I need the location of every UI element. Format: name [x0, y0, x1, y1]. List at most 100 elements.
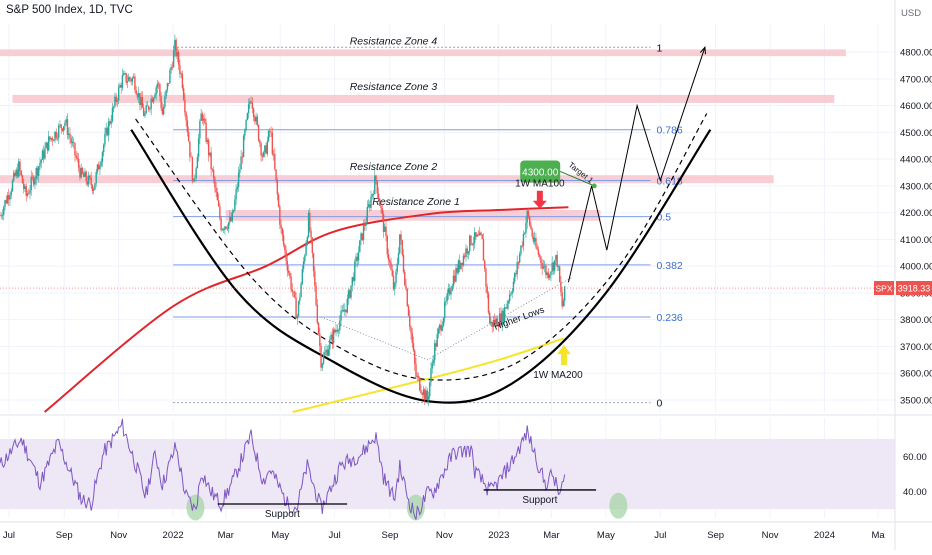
price-candle [359, 240, 361, 253]
price-candle [537, 249, 540, 255]
resistance-zone-label: Resistance Zone 1 [372, 196, 460, 208]
price-candle [86, 181, 89, 185]
rsi-support-circle [609, 492, 628, 519]
projection-arrowhead [699, 46, 706, 55]
time-axis-tick: Sep [381, 530, 398, 541]
cup-pattern-layer [130, 113, 712, 404]
ma200-label: 1W MA200 [533, 370, 583, 381]
price-candle [239, 169, 241, 173]
price-candle [4, 200, 6, 208]
price-candle [206, 140, 209, 142]
price-candle [547, 272, 550, 278]
price-candle [352, 277, 355, 281]
price-candle [10, 190, 12, 196]
price-candle [249, 101, 251, 105]
price-candle [160, 96, 162, 109]
time-axis-tick: Sep [56, 530, 73, 541]
rsi-band [0, 439, 895, 510]
rsi-axis-tick: 40.00 [903, 487, 927, 498]
price-candle [81, 167, 84, 174]
chart-title: S&P 500 Index, 1D, TVC [6, 4, 133, 16]
price-candle [414, 350, 416, 365]
price-candle [439, 324, 441, 329]
price-candle [225, 226, 227, 229]
price-candle [172, 50, 175, 68]
price-candle [1, 215, 4, 216]
price-candle [240, 156, 242, 170]
price-candle [110, 121, 112, 124]
price-candle [421, 393, 423, 395]
price-candle [11, 180, 14, 191]
price-candle [139, 93, 141, 105]
price-candle [520, 245, 522, 254]
price-candle [220, 218, 222, 231]
price-candle [75, 155, 77, 158]
price-candle [63, 126, 65, 131]
price-axis-tick: 4300.00 [900, 181, 932, 192]
price-candle [553, 260, 556, 271]
price-candle [357, 252, 360, 261]
price-candle [55, 131, 57, 138]
price-candle [152, 97, 155, 102]
price-candle [334, 329, 336, 333]
price-candle [395, 271, 397, 283]
price-candle [489, 312, 491, 324]
price-candle [15, 169, 17, 177]
ma200-arrow [556, 345, 571, 366]
price-candle [269, 130, 271, 132]
price-candle [339, 320, 341, 331]
price-candle [78, 159, 80, 168]
price-candle [149, 108, 151, 110]
price-candle [146, 105, 149, 107]
price-candle [212, 169, 215, 179]
price-candle [119, 85, 121, 88]
price-candle [141, 97, 144, 108]
price-candle [132, 76, 135, 78]
price-candle [6, 195, 9, 204]
price-candle [155, 87, 157, 96]
price-candle [285, 250, 287, 262]
price-candle [555, 255, 557, 261]
price-candle [535, 237, 537, 247]
price-candle [237, 172, 240, 187]
price-candle [516, 262, 518, 275]
price-candle [38, 166, 40, 176]
price-candle [46, 142, 49, 151]
price-axis-tick: 4000.00 [900, 262, 932, 273]
price-axis-tick: 3600.00 [900, 369, 932, 380]
price-candle [116, 100, 119, 102]
price-candle [491, 321, 493, 328]
price-candle [511, 291, 513, 294]
price-candle [74, 143, 76, 156]
price-candle [49, 136, 51, 140]
price-candle [311, 237, 314, 254]
price-candle [435, 343, 437, 347]
rsi-support-label: Support [265, 509, 300, 520]
time-axis-tick: Jul [654, 530, 666, 541]
price-candle [189, 141, 191, 157]
price-candle [26, 193, 29, 196]
price-candle [506, 303, 508, 309]
price-candle [151, 98, 154, 102]
resistance-zone-label: Resistance Zone 3 [350, 81, 438, 93]
price-candle [495, 318, 497, 325]
price-candle [91, 184, 94, 191]
price-candle [543, 265, 546, 267]
rsi-line [0, 418, 566, 520]
price-candle [312, 253, 315, 272]
price-candle [20, 170, 22, 176]
last-price-tag [896, 281, 932, 296]
price-candle [18, 161, 20, 177]
price-candle [71, 141, 74, 144]
price-candle [202, 118, 205, 121]
price-candle [29, 190, 31, 194]
price-candle [396, 263, 398, 272]
price-candle [59, 124, 61, 126]
symbol-label: SPX [875, 284, 892, 294]
price-candle [416, 375, 418, 377]
price-candle [229, 216, 231, 223]
price-candle [560, 281, 562, 293]
